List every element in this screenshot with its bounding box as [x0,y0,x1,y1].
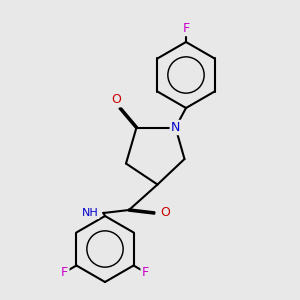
Text: F: F [142,266,149,279]
Text: NH: NH [82,208,98,218]
Text: F: F [61,266,68,279]
Text: N: N [171,121,180,134]
Text: F: F [182,22,190,35]
Text: O: O [160,206,170,220]
Text: O: O [112,93,121,106]
